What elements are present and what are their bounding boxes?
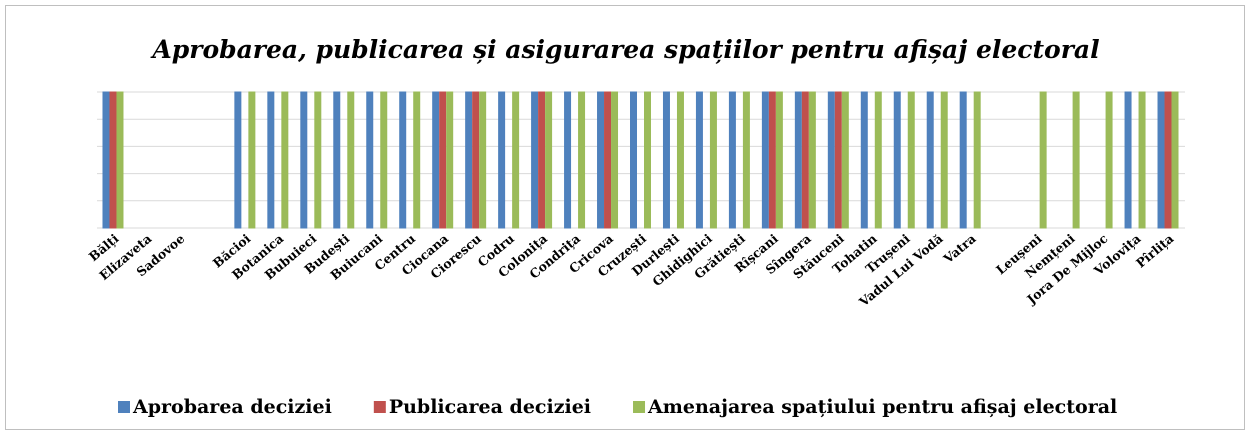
chart-border xyxy=(5,5,1245,430)
bar xyxy=(940,91,948,229)
bar xyxy=(676,91,684,229)
bar xyxy=(709,91,717,229)
bar xyxy=(399,91,407,229)
legend-label: Amenajarea spațiului pentru afișaj elect… xyxy=(647,396,1117,418)
bar xyxy=(644,91,651,229)
bar xyxy=(761,91,769,229)
bar xyxy=(742,91,750,229)
bar xyxy=(300,91,308,229)
bar xyxy=(611,91,619,229)
bar xyxy=(578,91,586,229)
bar xyxy=(860,91,868,229)
legend-label: Aprobarea deciziei xyxy=(132,396,332,418)
bar xyxy=(314,91,322,229)
bar xyxy=(472,91,480,229)
bar xyxy=(662,91,670,229)
legend-swatch xyxy=(373,401,386,413)
bar xyxy=(973,91,981,229)
bar xyxy=(604,91,612,229)
bar xyxy=(380,91,388,229)
bar xyxy=(109,91,117,229)
bar xyxy=(531,91,539,229)
bar xyxy=(834,91,842,229)
bar xyxy=(248,91,256,229)
bar xyxy=(1138,91,1146,229)
bar xyxy=(874,91,882,229)
bar xyxy=(827,91,835,229)
bar xyxy=(794,91,802,229)
bar xyxy=(1072,91,1080,229)
bar xyxy=(512,91,520,229)
bar xyxy=(893,91,901,229)
bar xyxy=(538,91,546,229)
legend-swatch xyxy=(118,401,130,413)
bar xyxy=(1157,91,1165,229)
bar xyxy=(1124,91,1132,229)
bar xyxy=(465,91,473,229)
bar xyxy=(959,91,967,229)
bar xyxy=(413,91,421,229)
bar xyxy=(1105,91,1113,229)
bar xyxy=(630,91,637,229)
bar xyxy=(1039,91,1047,229)
bar xyxy=(597,91,605,229)
chart-title: Aprobarea, publicarea și asigurarea spaț… xyxy=(150,35,1099,64)
bar xyxy=(116,91,124,229)
bar xyxy=(695,91,703,229)
bar xyxy=(479,91,487,229)
bar xyxy=(808,91,816,229)
bar xyxy=(234,91,242,229)
bar xyxy=(841,91,849,229)
bar xyxy=(564,91,572,229)
bar xyxy=(1164,91,1172,229)
legend-swatch xyxy=(633,401,646,413)
bar xyxy=(446,91,454,229)
bar xyxy=(439,91,447,229)
bar xyxy=(102,91,110,229)
bar xyxy=(545,91,553,229)
bar xyxy=(498,91,506,229)
legend-label: Publicarea deciziei xyxy=(389,396,591,418)
bar xyxy=(432,91,440,229)
bar xyxy=(333,91,341,229)
bar xyxy=(775,91,783,229)
bar xyxy=(1171,91,1179,229)
bar xyxy=(768,91,776,229)
bar xyxy=(728,91,736,229)
bar xyxy=(907,91,915,229)
bar xyxy=(366,91,374,229)
bar xyxy=(926,91,934,229)
bar xyxy=(267,91,275,229)
bar xyxy=(281,91,289,229)
bar xyxy=(801,91,809,229)
bar xyxy=(347,91,355,229)
